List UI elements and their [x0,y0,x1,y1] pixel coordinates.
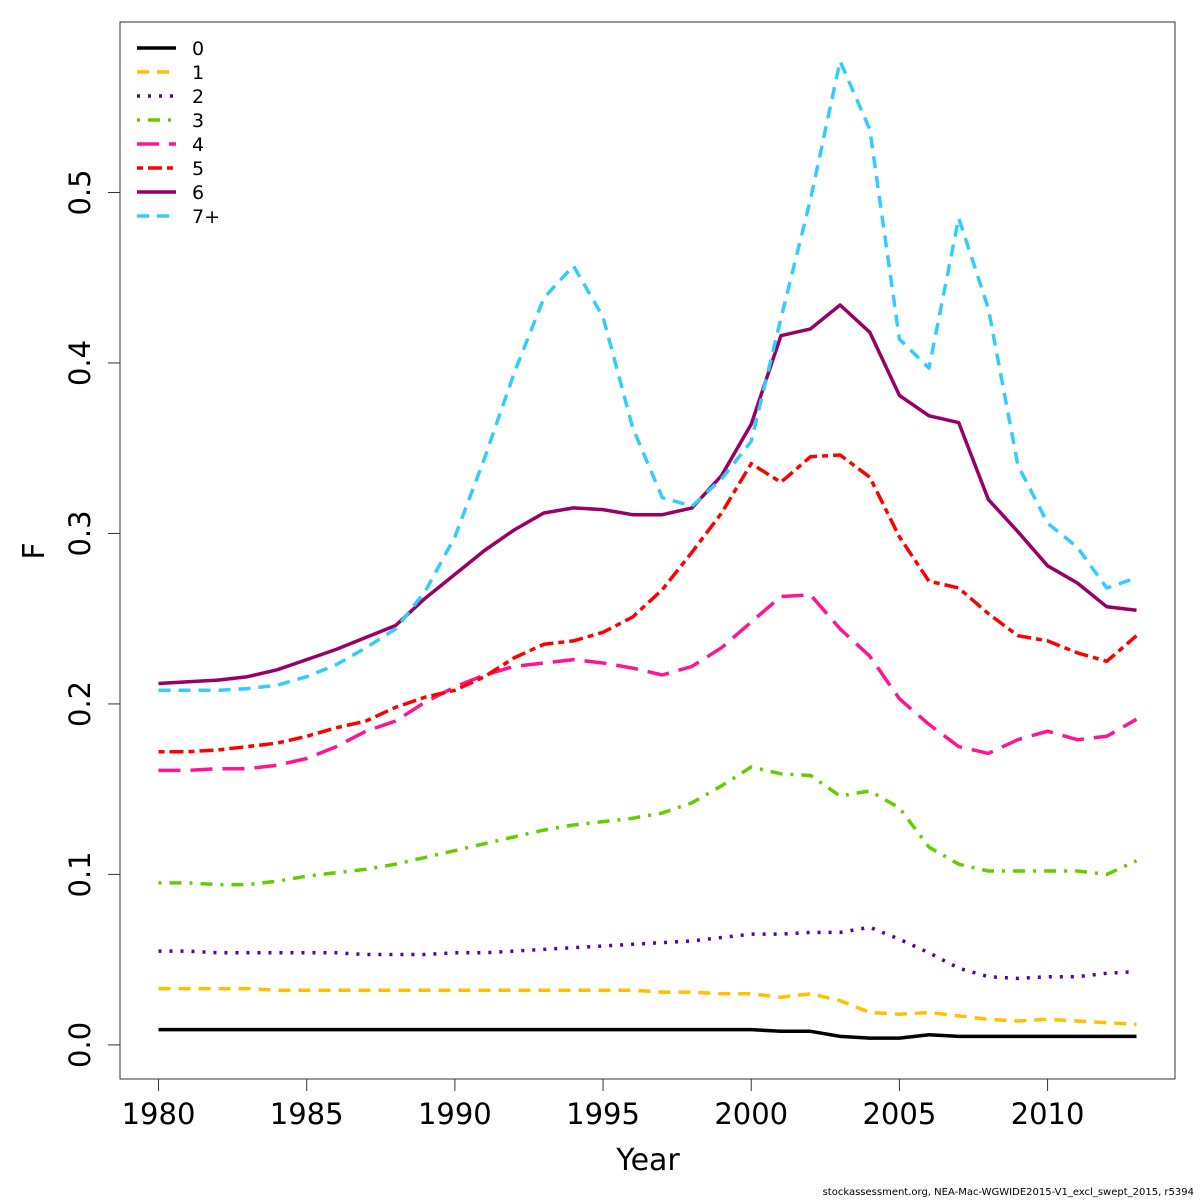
y-tick-label: 0.0 [63,1022,97,1068]
legend-label: 3 [192,110,204,132]
y-axis-label: F [17,542,52,559]
series-line-7 [158,59,1138,693]
x-tick-label: 2005 [862,1097,936,1131]
x-tick-label: 2010 [1011,1097,1085,1131]
y-tick-label: 0.2 [63,681,97,727]
y-tick-label: 0.4 [63,340,97,386]
series-line-4 [158,593,1138,773]
y-tick-label: 0.3 [63,510,97,556]
legend-label: 0 [192,38,204,60]
plot-frame [119,21,1176,1080]
series-line-3 [158,765,1138,887]
footer-credit: stockassessment.org, NEA-Mac-WGWIDE2015-… [822,1187,1194,1198]
legend-label: 7+ [192,206,220,228]
legend-label: 1 [192,62,204,84]
x-tick-label: 1985 [270,1097,344,1131]
legend-label: 6 [192,182,204,204]
x-tick-label: 1995 [566,1097,640,1131]
y-tick-label: 0.5 [63,169,97,215]
legend-label: 5 [192,158,204,180]
x-tick-label: 1980 [122,1097,196,1131]
y-axis: 0.0 0.1 0.2 0.3 0.4 0.5 [63,169,121,1068]
legend-label: 4 [192,134,204,156]
legend-label: 2 [192,86,204,108]
series-line-5 [158,453,1138,754]
x-axis-label: Year [615,1143,680,1178]
series-line-1 [158,986,1137,1027]
series-layer [158,59,1138,1040]
x-tick-label: 2000 [714,1097,788,1131]
series-line-2 [158,925,1137,981]
series-line-0 [158,1027,1137,1040]
y-tick-label: 0.1 [63,851,97,897]
x-tick-label: 1990 [418,1097,492,1131]
x-axis: 1980 1985 1990 1995 2000 2005 2010 [122,1078,1085,1131]
series-line-6 [158,303,1137,686]
